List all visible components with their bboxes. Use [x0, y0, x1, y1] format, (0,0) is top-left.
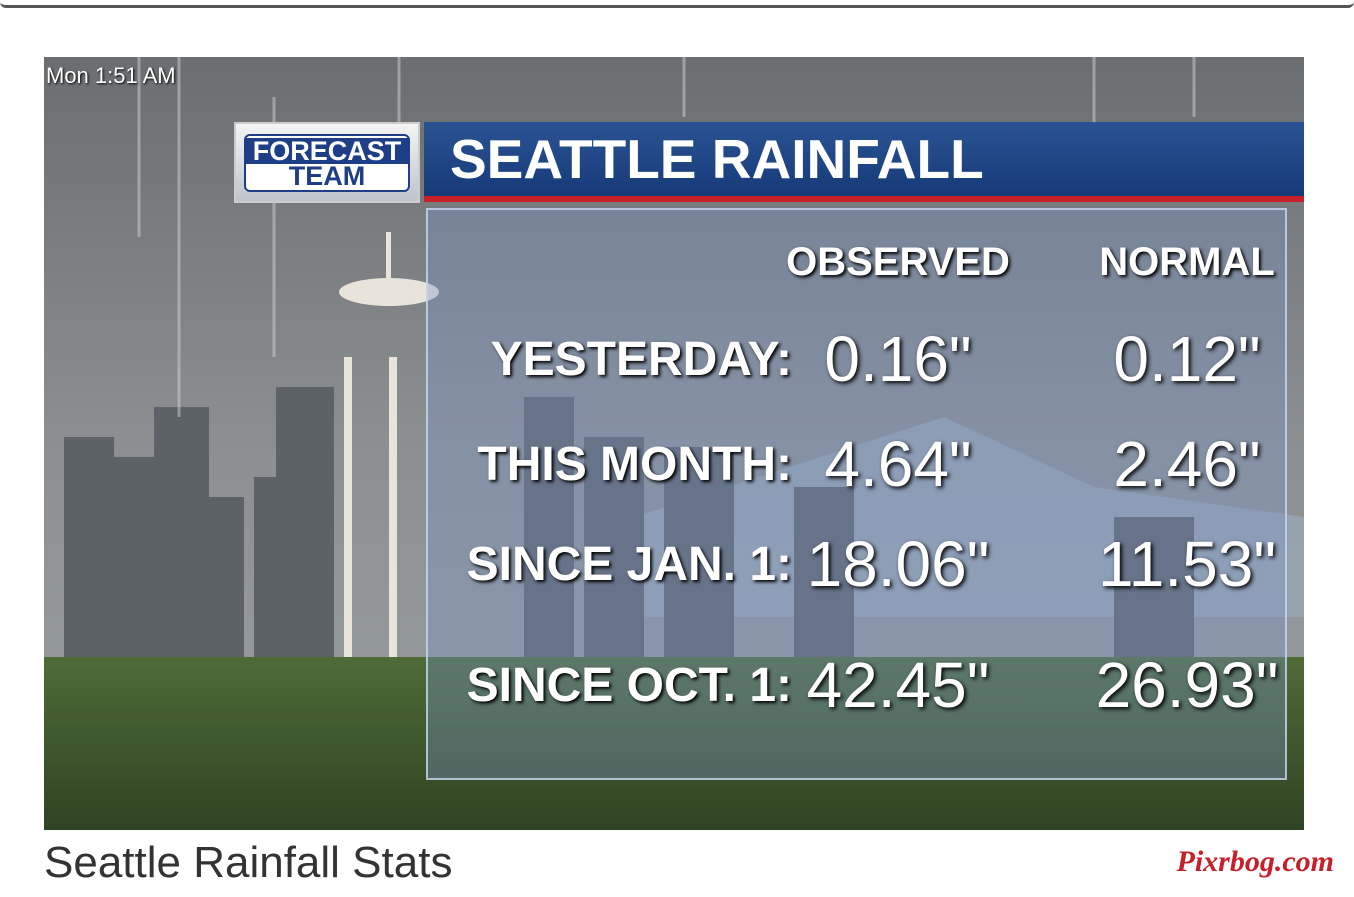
logo-line: FORECAST: [246, 138, 408, 165]
top-bar: [0, 0, 1354, 8]
column-header: OBSERVED: [786, 240, 1010, 284]
watermark: Pixrbog.com: [1176, 845, 1335, 878]
caption: Seattle Rainfall Stats: [44, 838, 453, 887]
row-label: THIS MONTH:: [477, 438, 792, 491]
normal-value: 2.46": [1113, 428, 1261, 500]
normal-value: 26.93": [1095, 649, 1279, 721]
row-label: SINCE OCT. 1:: [466, 659, 792, 712]
timestamp: Mon 1:51 AM: [46, 63, 176, 88]
logo-line: TEAM: [288, 161, 366, 191]
normal-value: 11.53": [1097, 528, 1277, 600]
title-banner: [424, 122, 1304, 196]
banner-stripe: [424, 196, 1304, 202]
observed-value: 18.06": [806, 528, 990, 600]
observed-value: 0.16": [824, 323, 972, 395]
observed-value: 42.45": [806, 649, 990, 721]
column-header: NORMAL: [1099, 240, 1275, 284]
logo-badge: FORECAST TEAM: [244, 134, 410, 192]
stats-panel: [426, 208, 1287, 780]
title: SEATTLE RAINFALL: [450, 128, 984, 190]
row-label: SINCE JAN. 1:: [466, 538, 792, 591]
observed-value: 4.64": [824, 428, 972, 500]
row-label: YESTERDAY:: [490, 333, 792, 386]
logo: FORECAST TEAM: [234, 122, 420, 203]
normal-value: 0.12": [1113, 323, 1261, 395]
